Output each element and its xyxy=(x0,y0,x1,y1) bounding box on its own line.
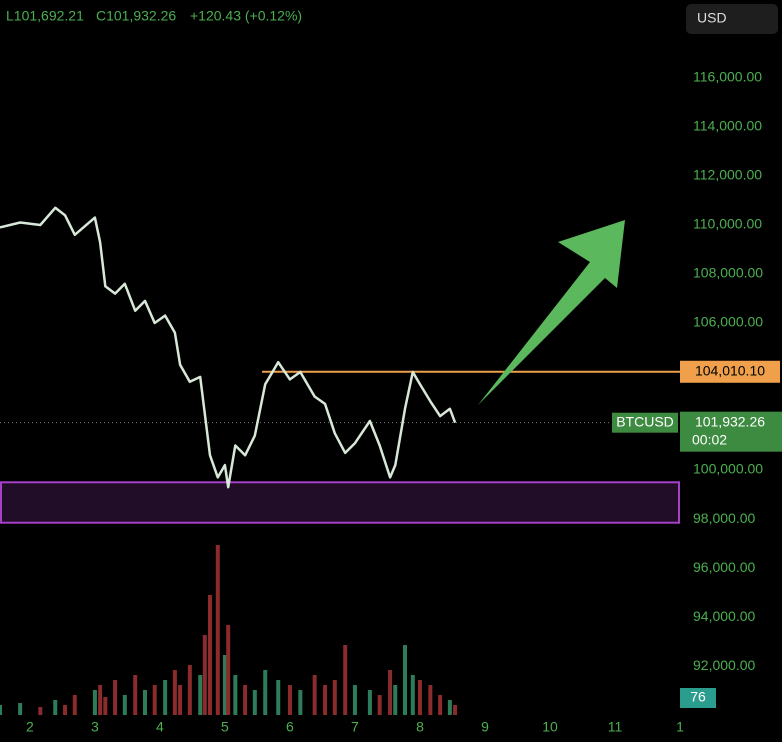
volume-bar xyxy=(38,707,43,715)
y-tick-label: 114,000.00 xyxy=(693,118,762,134)
volume-bar xyxy=(113,680,118,715)
x-tick-label: 5 xyxy=(221,719,229,735)
volume-bar xyxy=(453,705,458,715)
x-tick-label: 10 xyxy=(542,719,558,735)
support-zone xyxy=(0,481,680,524)
header-change: +120.43 (+0.12%) xyxy=(190,8,302,24)
timer-label: 00:02 xyxy=(692,431,727,447)
volume-bar xyxy=(343,645,348,715)
x-tick-label: 2 xyxy=(26,719,34,735)
resistance-label: 104,010.10 xyxy=(695,362,765,378)
volume-bar xyxy=(18,703,23,715)
volume-bar xyxy=(198,675,203,715)
x-tick-label: 11 xyxy=(608,719,623,735)
volume-bar xyxy=(178,685,183,715)
volume-bar xyxy=(417,680,422,715)
volume-bar xyxy=(287,685,292,715)
symbol-box xyxy=(612,412,678,433)
volume-bar xyxy=(226,625,231,715)
last-price-box xyxy=(680,411,782,452)
volume-bar xyxy=(367,690,372,715)
volume-indicator: 76 xyxy=(690,689,706,705)
volume-bar xyxy=(393,685,398,715)
header-low: L101,692.21 xyxy=(6,8,84,24)
y-tick-label: 110,000.00 xyxy=(693,216,762,232)
y-tick-label: 106,000.00 xyxy=(693,314,763,330)
y-tick-label: 94,000.00 xyxy=(693,608,755,624)
y-tick-label: 108,000.00 xyxy=(693,265,763,281)
volume-bar xyxy=(298,690,303,715)
volume-bar xyxy=(103,697,108,715)
x-tick-label: 7 xyxy=(351,719,359,735)
x-tick-label: 3 xyxy=(91,719,99,735)
x-tick-label: 6 xyxy=(286,719,294,735)
y-tick-label: 116,000.00 xyxy=(693,69,762,85)
volume-bar xyxy=(215,545,220,715)
volume-bar xyxy=(187,665,192,715)
volume-bar xyxy=(202,635,207,715)
volume-bar xyxy=(428,685,433,715)
volume-bar xyxy=(152,685,157,715)
x-tick-label: 8 xyxy=(416,719,424,735)
volume-bar xyxy=(410,675,415,715)
x-tick-label: 1 xyxy=(676,719,684,735)
last-price-label: 101,932.26 xyxy=(695,413,765,429)
volume-bar xyxy=(388,670,393,715)
volume-bar xyxy=(207,595,212,715)
volume-bar xyxy=(263,670,268,715)
volume-bar xyxy=(276,680,281,715)
volume-indicator-box xyxy=(680,688,716,708)
volume-bar xyxy=(72,695,77,715)
volume-bar xyxy=(438,695,443,715)
resistance-label-box xyxy=(680,360,780,383)
symbol-label: BTCUSD xyxy=(616,413,674,429)
currency-label[interactable]: USD xyxy=(697,10,727,26)
y-tick-label: 96,000.00 xyxy=(693,559,755,575)
volume-bar xyxy=(447,700,452,715)
volume-bar xyxy=(172,670,177,715)
volume-bar xyxy=(53,700,58,715)
volume-bar xyxy=(252,690,257,715)
volume-bar xyxy=(98,685,103,715)
volume-bar xyxy=(312,675,317,715)
y-tick-label: 100,000.00 xyxy=(693,461,763,477)
volume-bar xyxy=(163,680,168,715)
volume-bar xyxy=(92,690,97,715)
volume-bar xyxy=(323,685,328,715)
volume-bar xyxy=(403,645,408,715)
arrow xyxy=(478,220,625,405)
volume-bar xyxy=(133,675,138,715)
x-tick-label: 4 xyxy=(156,719,164,735)
volume-bar xyxy=(222,655,227,715)
currency-button[interactable] xyxy=(686,4,778,34)
volume-bar xyxy=(0,705,2,715)
volume-bar xyxy=(352,685,357,715)
volume-bar xyxy=(142,690,147,715)
x-tick-label: 9 xyxy=(481,719,489,735)
volume-bar xyxy=(63,705,68,715)
y-tick-label: 112,000.00 xyxy=(693,167,762,183)
price-line xyxy=(0,206,457,489)
header-close: C101,932.26 xyxy=(96,8,176,24)
volume-bar xyxy=(243,685,248,715)
volume-bar xyxy=(122,695,127,715)
y-tick-label: 92,000.00 xyxy=(693,657,755,673)
y-tick-label: 98,000.00 xyxy=(693,510,755,526)
volume-bar xyxy=(332,680,337,715)
volume-bar xyxy=(233,675,238,715)
volume-bar xyxy=(377,695,382,715)
